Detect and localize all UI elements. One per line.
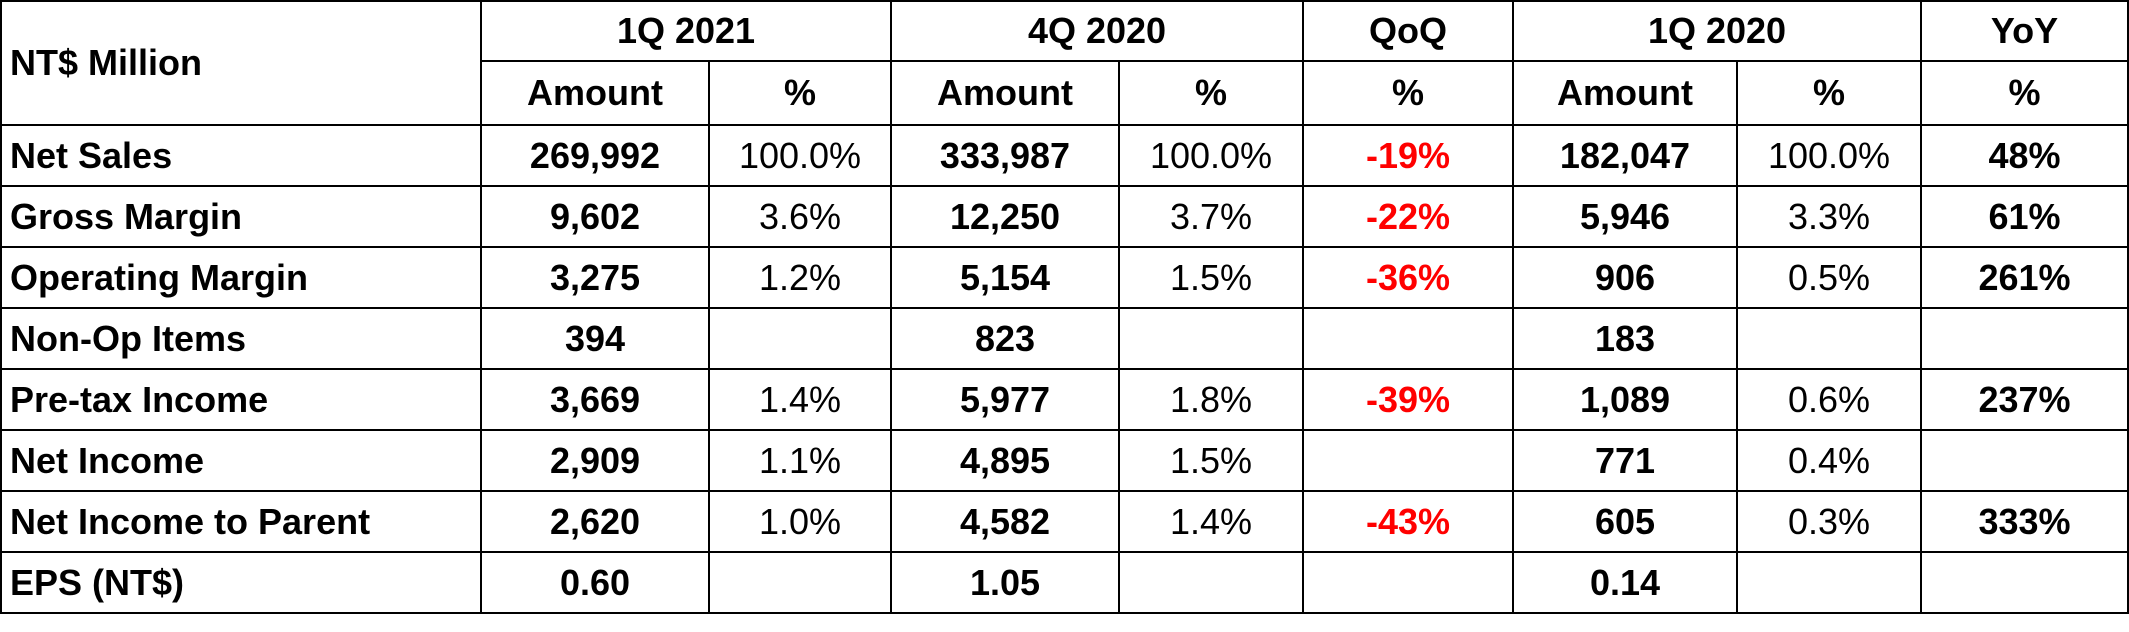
table-row: EPS (NT$) 0.60 1.05 0.14 [0, 551, 2129, 614]
cell-qoq-change [1302, 307, 1514, 370]
income-statement-table: NT$ Million 1Q 2021 4Q 2020 QoQ 1Q 2020 … [0, 0, 2129, 614]
header-qoq: QoQ [1302, 0, 1514, 62]
cell-percent: 1.2% [708, 246, 892, 309]
cell-amount: 9,602 [480, 185, 710, 248]
row-label: Net Sales [0, 124, 482, 187]
cell-percent: 0.4% [1736, 429, 1922, 492]
cell-qoq-change: -39% [1302, 368, 1514, 431]
cell-percent: 100.0% [1118, 124, 1304, 187]
cell-amount: 605 [1512, 490, 1738, 553]
cell-percent: 1.1% [708, 429, 892, 492]
table-row: Net Income to Parent 2,620 1.0% 4,582 1.… [0, 490, 2129, 553]
row-label: Net Income to Parent [0, 490, 482, 553]
cell-qoq-change: -19% [1302, 124, 1514, 187]
table-row: Gross Margin 9,602 3.6% 12,250 3.7% -22%… [0, 185, 2129, 248]
cell-amount: 183 [1512, 307, 1738, 370]
cell-amount: 394 [480, 307, 710, 370]
cell-percent: 1.4% [1118, 490, 1304, 553]
cell-amount: 2,909 [480, 429, 710, 492]
cell-percent [1118, 551, 1304, 614]
subheader-amount: Amount [480, 60, 710, 126]
cell-percent [708, 551, 892, 614]
cell-qoq-change: -36% [1302, 246, 1514, 309]
cell-amount: 5,977 [890, 368, 1120, 431]
subheader-percent: % [1302, 60, 1514, 126]
cell-amount: 4,582 [890, 490, 1120, 553]
corner-label: NT$ Million [0, 0, 482, 126]
header-row-periods: NT$ Million 1Q 2021 4Q 2020 QoQ 1Q 2020 … [0, 0, 2129, 126]
cell-percent: 3.7% [1118, 185, 1304, 248]
cell-percent [1736, 551, 1922, 614]
cell-percent [708, 307, 892, 370]
cell-amount: 4,895 [890, 429, 1120, 492]
row-label: Non-Op Items [0, 307, 482, 370]
row-label: EPS (NT$) [0, 551, 482, 614]
cell-qoq-change: -22% [1302, 185, 1514, 248]
header-row-subcolumns: Amount % Amount % % Amount % % [1, 60, 2129, 126]
cell-amount: 3,275 [480, 246, 710, 309]
cell-amount: 5,154 [890, 246, 1120, 309]
row-label: Pre-tax Income [0, 368, 482, 431]
header-yoy: YoY [1920, 0, 2129, 62]
cell-percent: 0.6% [1736, 368, 1922, 431]
cell-percent [1736, 307, 1922, 370]
subheader-amount: Amount [890, 60, 1120, 126]
cell-amount: 5,946 [1512, 185, 1738, 248]
cell-yoy-change: 61% [1920, 185, 2129, 248]
cell-percent: 1.0% [708, 490, 892, 553]
cell-amount: 1,089 [1512, 368, 1738, 431]
header-1q-2021: 1Q 2021 [480, 0, 892, 62]
cell-percent: 3.6% [708, 185, 892, 248]
cell-qoq-change: -43% [1302, 490, 1514, 553]
cell-yoy-change: 333% [1920, 490, 2129, 553]
table-row: Net Income 2,909 1.1% 4,895 1.5% 771 0.4… [0, 429, 2129, 492]
row-label: Operating Margin [0, 246, 482, 309]
cell-percent: 3.3% [1736, 185, 1922, 248]
cell-yoy-change: 261% [1920, 246, 2129, 309]
cell-percent: 0.3% [1736, 490, 1922, 553]
table-row: Operating Margin 3,275 1.2% 5,154 1.5% -… [0, 246, 2129, 309]
table-row: Non-Op Items 394 823 183 [0, 307, 2129, 370]
cell-qoq-change [1302, 429, 1514, 492]
cell-amount: 12,250 [890, 185, 1120, 248]
cell-percent: 1.4% [708, 368, 892, 431]
cell-percent: 0.5% [1736, 246, 1922, 309]
cell-amount: 3,669 [480, 368, 710, 431]
header-4q-2020: 4Q 2020 [890, 0, 1304, 62]
cell-amount: 906 [1512, 246, 1738, 309]
cell-amount: 823 [890, 307, 1120, 370]
cell-percent: 100.0% [1736, 124, 1922, 187]
subheader-percent: % [708, 60, 892, 126]
subheader-percent: % [1736, 60, 1922, 126]
cell-amount: 771 [1512, 429, 1738, 492]
table-row: Net Sales 269,992 100.0% 333,987 100.0% … [0, 124, 2129, 187]
row-label: Gross Margin [0, 185, 482, 248]
cell-percent: 1.8% [1118, 368, 1304, 431]
cell-amount: 269,992 [480, 124, 710, 187]
cell-yoy-change: 237% [1920, 368, 2129, 431]
cell-percent [1118, 307, 1304, 370]
cell-percent: 1.5% [1118, 246, 1304, 309]
cell-percent: 100.0% [708, 124, 892, 187]
cell-amount: 0.60 [480, 551, 710, 614]
cell-amount: 333,987 [890, 124, 1120, 187]
table-row: Pre-tax Income 3,669 1.4% 5,977 1.8% -39… [0, 368, 2129, 431]
cell-yoy-change [1920, 307, 2129, 370]
row-label: Net Income [0, 429, 482, 492]
cell-amount: 2,620 [480, 490, 710, 553]
cell-amount: 1.05 [890, 551, 1120, 614]
cell-yoy-change [1920, 551, 2129, 614]
cell-yoy-change [1920, 429, 2129, 492]
cell-amount: 0.14 [1512, 551, 1738, 614]
subheader-percent: % [1920, 60, 2129, 126]
cell-qoq-change [1302, 551, 1514, 614]
cell-percent: 1.5% [1118, 429, 1304, 492]
cell-yoy-change: 48% [1920, 124, 2129, 187]
subheader-percent: % [1118, 60, 1304, 126]
cell-amount: 182,047 [1512, 124, 1738, 187]
subheader-amount: Amount [1512, 60, 1738, 126]
header-1q-2020: 1Q 2020 [1512, 0, 1922, 62]
